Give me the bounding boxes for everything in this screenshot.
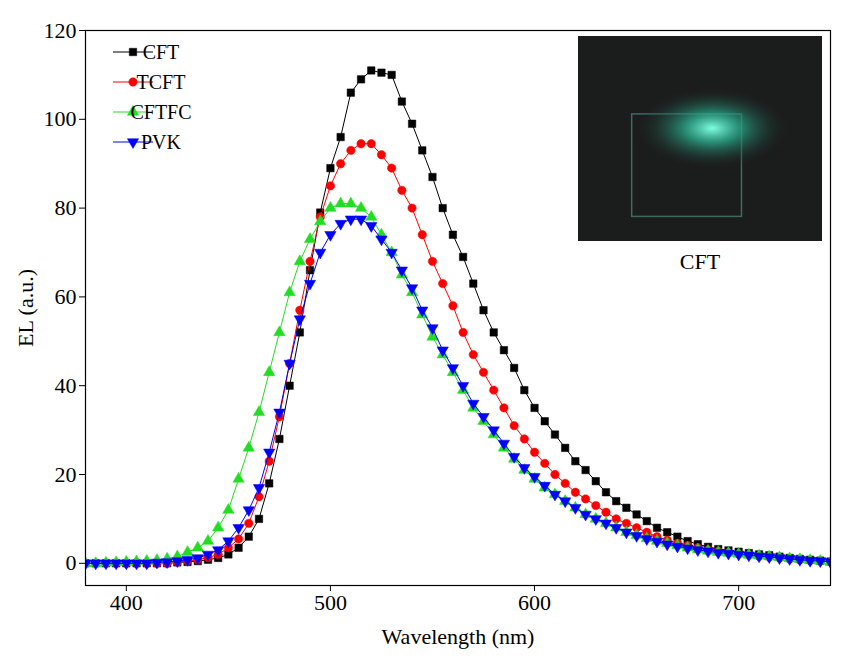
svg-text:0: 0 — [66, 550, 77, 575]
svg-text:CFT: CFT — [143, 41, 180, 63]
svg-text:TCFT: TCFT — [137, 71, 186, 93]
svg-text:EL (a.u.): EL (a.u.) — [13, 269, 38, 347]
svg-text:20: 20 — [55, 462, 77, 487]
svg-text:Wavelength (nm): Wavelength (nm) — [382, 624, 535, 649]
svg-text:100: 100 — [44, 106, 77, 131]
svg-text:120: 120 — [44, 18, 77, 43]
svg-text:CFTFC: CFTFC — [130, 101, 191, 123]
svg-text:400: 400 — [110, 590, 143, 615]
svg-text:700: 700 — [722, 590, 755, 615]
svg-text:60: 60 — [55, 284, 77, 309]
svg-text:40: 40 — [55, 373, 77, 398]
svg-text:PVK: PVK — [141, 131, 182, 153]
svg-text:600: 600 — [518, 590, 551, 615]
svg-text:500: 500 — [314, 590, 347, 615]
svg-text:CFT: CFT — [680, 249, 721, 274]
svg-text:80: 80 — [55, 195, 77, 220]
